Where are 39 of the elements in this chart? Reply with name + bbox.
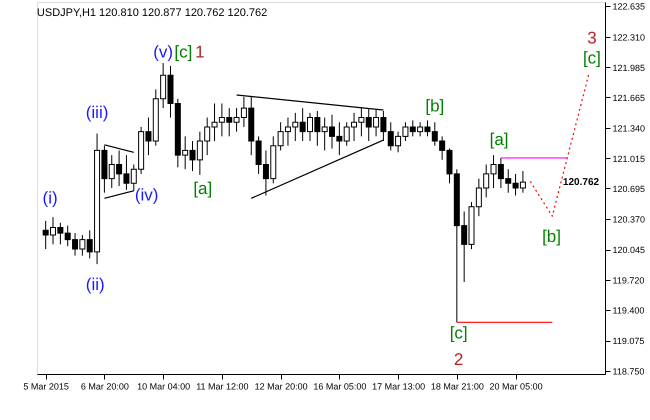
x-tick-label: 17 Mar 13:00 bbox=[372, 382, 426, 392]
annotation: 3 bbox=[587, 28, 597, 48]
annotation: 2 bbox=[454, 350, 464, 369]
annotation: 1 bbox=[195, 42, 205, 62]
x-tick-label: 5 Mar 2015 bbox=[23, 382, 69, 392]
chart-title: USDJPY,H1 120.810 120.877 120.762 120.762 bbox=[36, 7, 268, 19]
x-tick-label: 20 Mar 05:00 bbox=[490, 382, 543, 392]
x-tick-label: 6 Mar 20:00 bbox=[80, 382, 129, 392]
y-tick-label: 120.045 bbox=[612, 245, 646, 256]
annotation: (iii) bbox=[86, 102, 108, 122]
annotation: (iv) bbox=[134, 186, 158, 205]
y-tick-label: 121.985 bbox=[612, 62, 646, 73]
annotation: (i) bbox=[42, 188, 58, 208]
y-tick-label: 121.340 bbox=[612, 123, 646, 134]
annotation: (v) bbox=[153, 42, 174, 62]
y-tick-label: 118.750 bbox=[612, 366, 644, 377]
x-tick-label: 11 Mar 12:00 bbox=[196, 382, 249, 392]
y-tick-label: 120.695 bbox=[612, 184, 646, 194]
y-tick-label: 121.015 bbox=[612, 154, 646, 164]
annotation: [c] bbox=[174, 42, 192, 62]
annotation: [a] bbox=[490, 130, 508, 150]
annotation: [a] bbox=[193, 178, 212, 198]
annotation: [b] bbox=[425, 96, 444, 116]
y-tick-label: 119.720 bbox=[612, 276, 644, 286]
annotation: 120.762 bbox=[562, 177, 600, 188]
x-tick-label: 18 Mar 21:00 bbox=[430, 382, 484, 392]
x-tick-label: 10 Mar 04:00 bbox=[137, 382, 190, 392]
annotation: [b] bbox=[542, 226, 561, 246]
y-tick-label: 119.075 bbox=[612, 336, 644, 346]
annotation: [c] bbox=[582, 48, 601, 68]
annotation: [c] bbox=[450, 324, 468, 343]
y-tick-label: 120.370 bbox=[612, 214, 646, 224]
x-tick-label: 12 Mar 20:00 bbox=[254, 382, 308, 392]
y-tick-label: 122.310 bbox=[612, 32, 646, 42]
x-tick-label: 16 Mar 05:00 bbox=[313, 382, 366, 392]
y-tick-label: 119.400 bbox=[612, 306, 644, 316]
y-tick-label: 122.635 bbox=[612, 2, 646, 12]
y-tick-label: 121.665 bbox=[612, 92, 646, 103]
annotation: (ii) bbox=[86, 274, 105, 294]
